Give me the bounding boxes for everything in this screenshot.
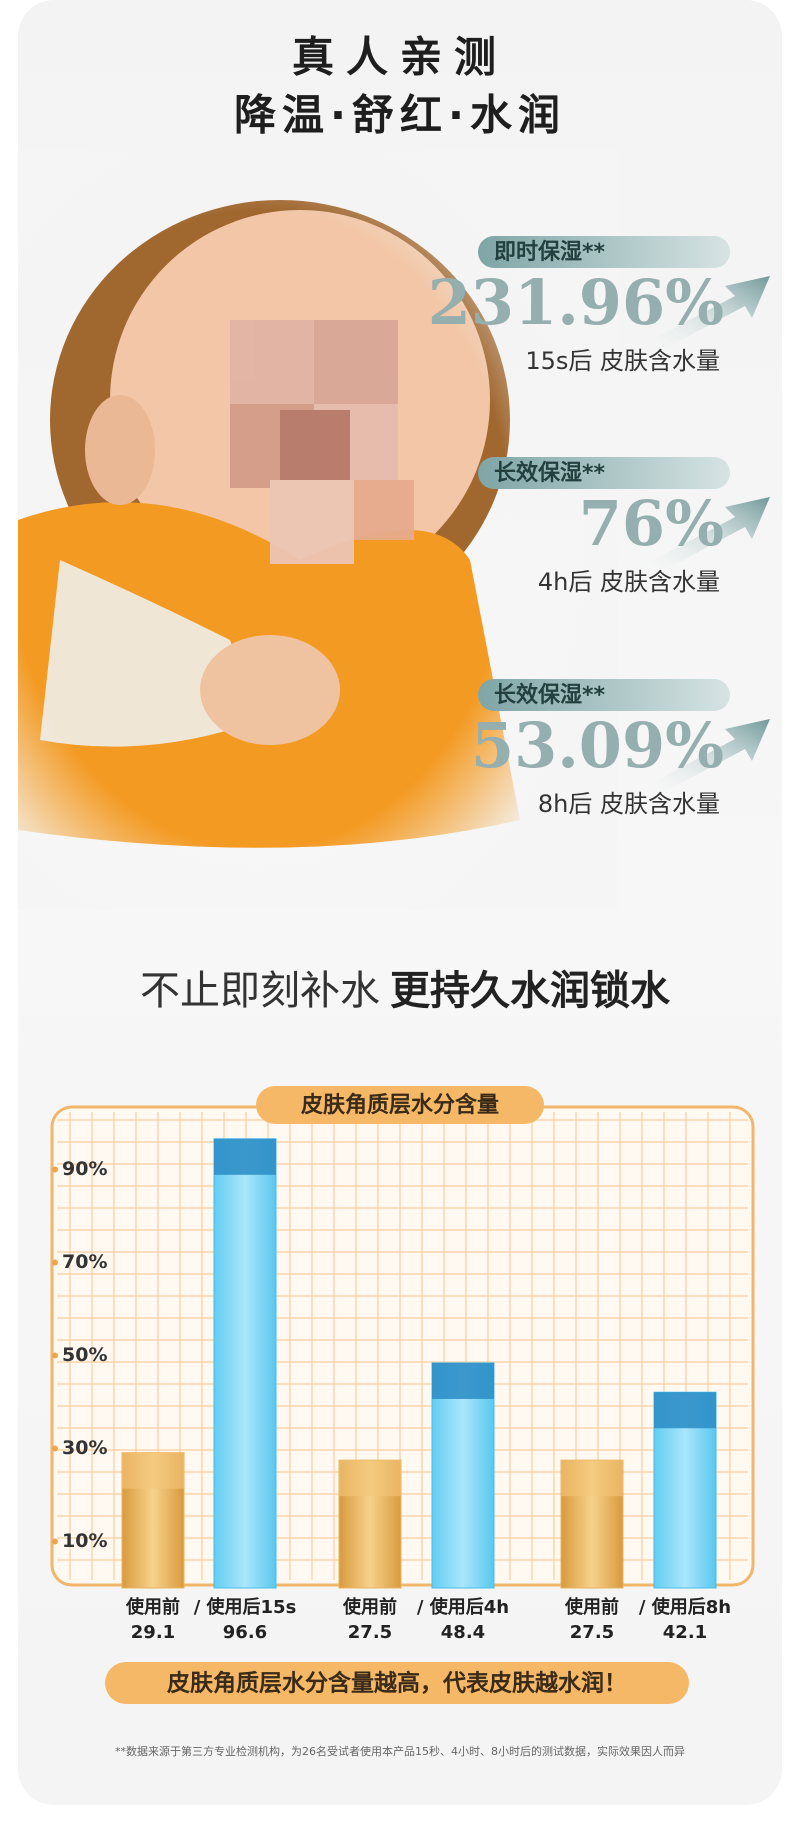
bar-cap — [339, 1460, 401, 1497]
value-label: 42.1 — [663, 1622, 707, 1643]
chart-title-pill — [256, 1086, 544, 1124]
stat-caption: 15s后 皮肤含水量 — [525, 347, 720, 375]
title: 真人亲测 — [292, 33, 508, 82]
subtitle: 降温·舒红·水润 — [234, 91, 566, 140]
bar-cap — [214, 1138, 276, 1175]
y-tick-label: 70% — [62, 1251, 107, 1273]
stat-tag: 即时保湿** — [494, 240, 606, 265]
bar-cap — [561, 1460, 623, 1497]
bar-cap — [122, 1452, 184, 1489]
value-label: 29.1 — [131, 1622, 175, 1643]
stat-tag: 长效保湿** — [494, 460, 606, 486]
stat-value: 231.96% — [428, 266, 724, 339]
x-tick-label: / 使用后4h — [417, 1597, 509, 1618]
x-tick-label: 使用前 — [564, 1596, 619, 1618]
bar — [431, 1362, 495, 1589]
y-tick-mark — [52, 1352, 58, 1359]
value-label: 48.4 — [441, 1622, 485, 1643]
value-label: 27.5 — [570, 1622, 614, 1643]
banner-pill — [105, 1662, 689, 1704]
y-tick-label: 90% — [62, 1158, 107, 1180]
y-tick-label: 50% — [62, 1344, 107, 1366]
y-tick-mark — [52, 1538, 58, 1545]
banner: 皮肤角质层水分含量越高，代表皮肤越水润！ — [167, 1670, 627, 1697]
stat-caption: 4h后 皮肤含水量 — [538, 568, 720, 596]
chart-title: 皮肤角质层水分含量 — [301, 1092, 499, 1118]
stat-tag-pill — [478, 236, 730, 268]
bar-cap — [432, 1362, 494, 1399]
stat-tag: 长效保湿** — [494, 682, 606, 708]
headline-bold: 更持久水润锁水 — [390, 968, 671, 1014]
stat-tag-pill — [478, 679, 730, 711]
value-label: 96.6 — [223, 1622, 267, 1643]
photo — [18, 150, 618, 910]
y-tick-mark — [52, 1445, 58, 1452]
stat-caption: 8h后 皮肤含水量 — [538, 790, 720, 818]
bar — [213, 1138, 277, 1589]
value-label: 27.5 — [348, 1622, 392, 1643]
stat-arrow — [640, 719, 770, 797]
x-tick-label: / 使用后8h — [639, 1597, 731, 1618]
footnote: **数据来源于第三方专业检测机构，为26名受试者使用本产品15秒、4小时、8小时… — [115, 1744, 685, 1758]
x-tick-label: 使用前 — [125, 1596, 180, 1618]
x-tick-label: / 使用后15s — [194, 1597, 297, 1618]
stat-value: 53.09% — [471, 709, 724, 782]
x-tick-label: 使用前 — [342, 1596, 397, 1618]
bar-cap — [654, 1392, 716, 1429]
stat-arrow — [640, 276, 770, 354]
y-tick-label: 30% — [62, 1437, 107, 1459]
stat-value: 76% — [579, 487, 724, 560]
y-tick-mark — [52, 1259, 58, 1266]
stat-tag-pill — [478, 457, 730, 489]
stat-arrow — [640, 497, 770, 575]
headline-light: 不止即刻补水 — [140, 968, 380, 1014]
y-tick-label: 10% — [62, 1530, 107, 1552]
y-tick-mark — [52, 1166, 58, 1173]
